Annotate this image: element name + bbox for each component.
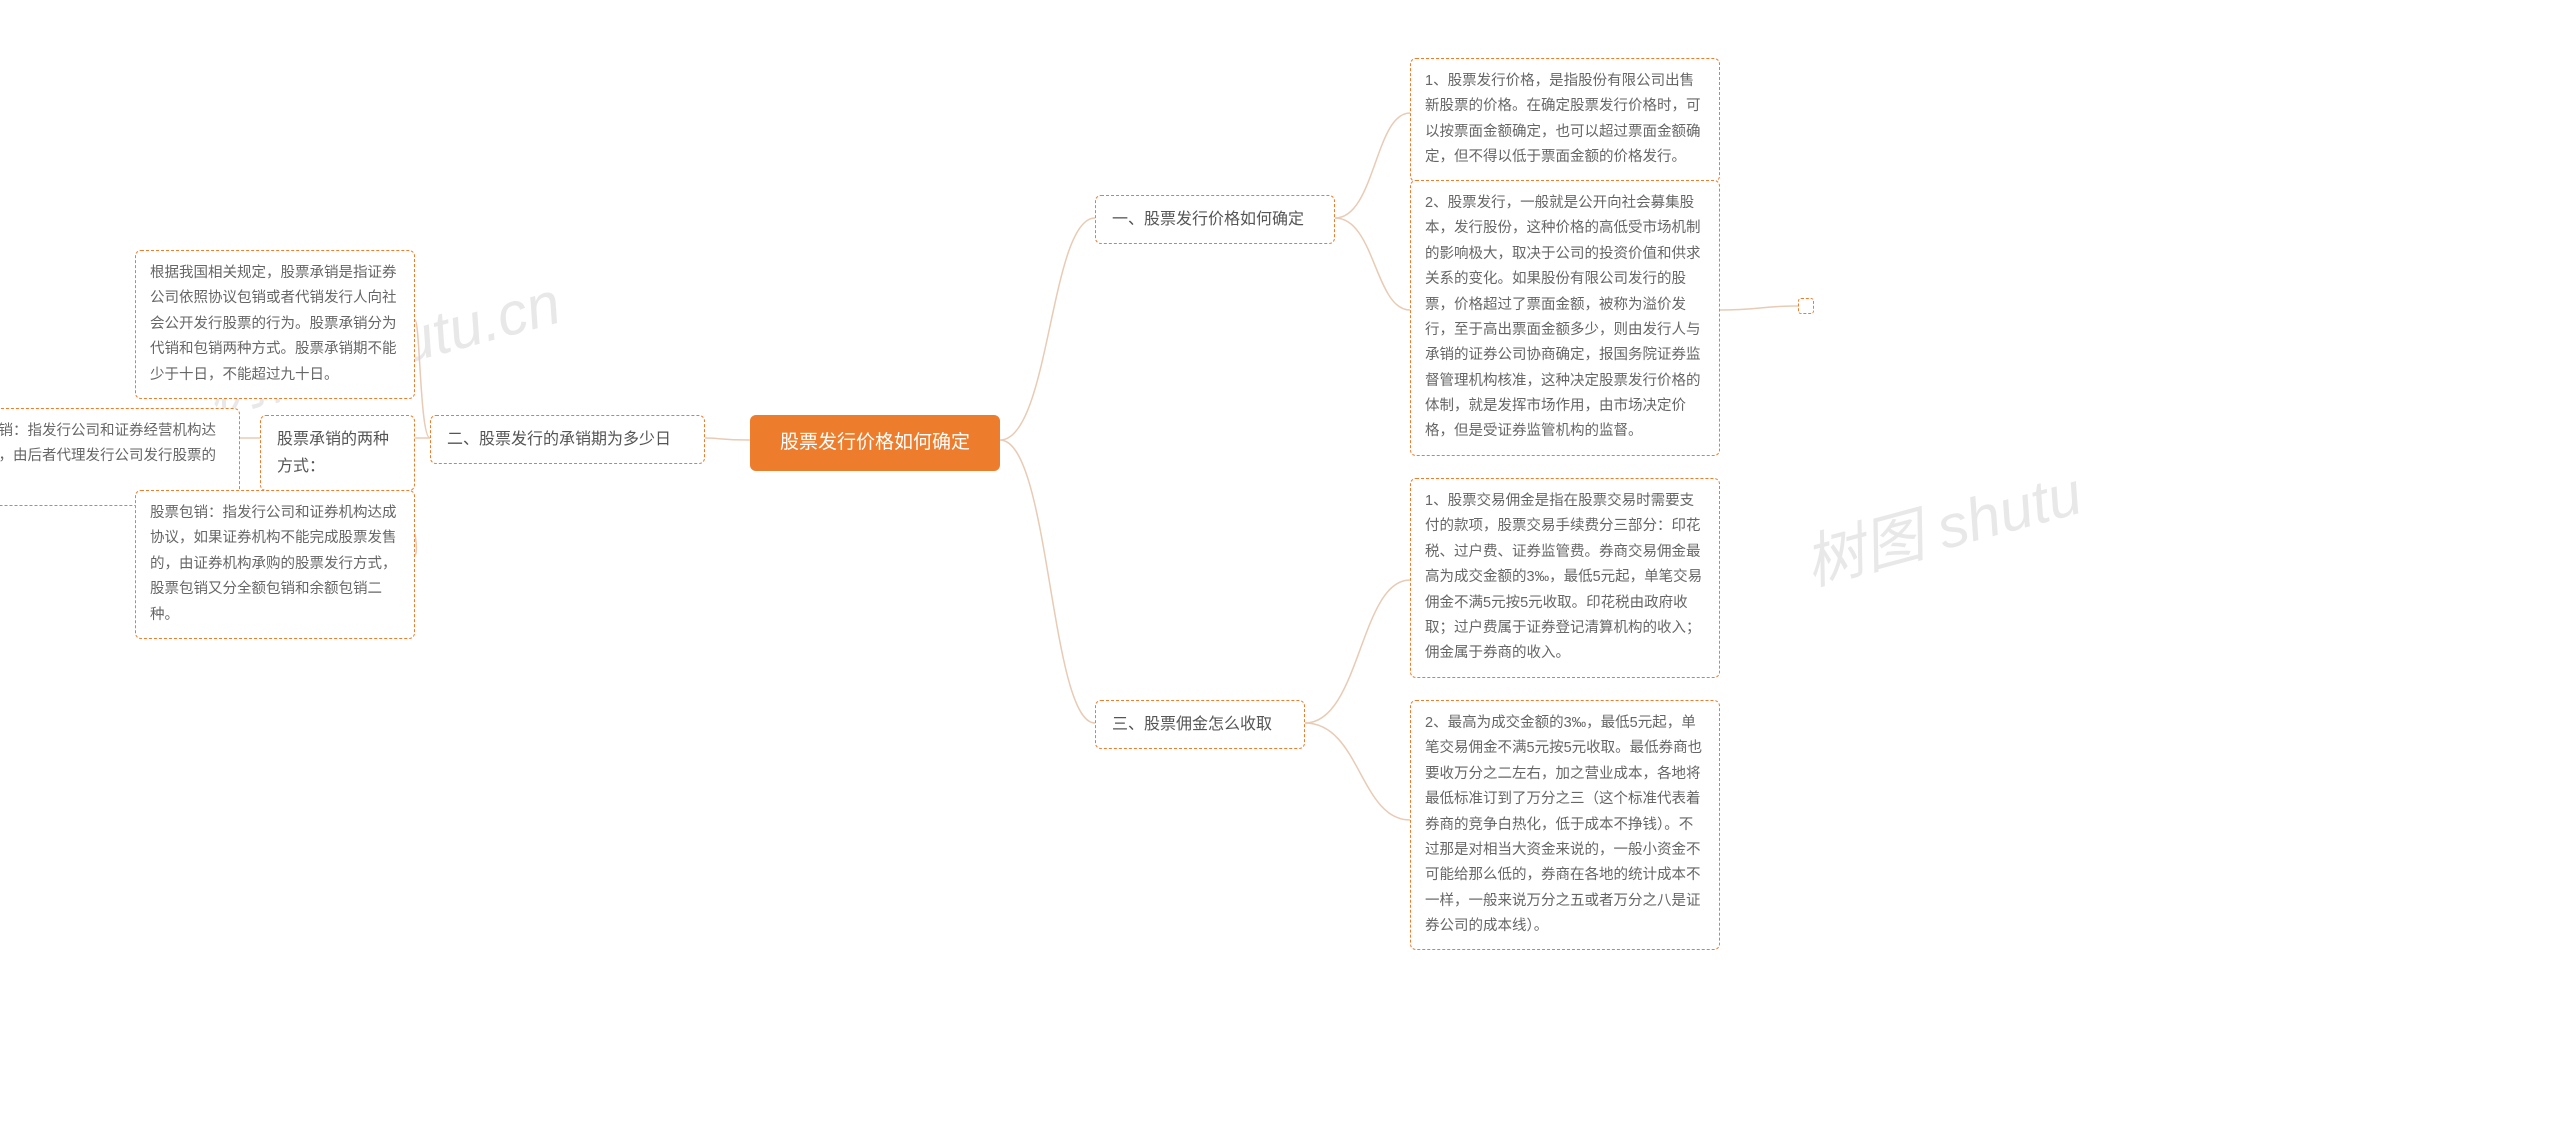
leaf-r1-2[interactable]: 2、股票发行，一般就是公开向社会募集股本，发行股份，这种价格的高低受市场机制的影… — [1410, 180, 1720, 456]
branch-right-1[interactable]: 一、股票发行价格如何确定 — [1095, 195, 1335, 244]
branch-left-1[interactable]: 二、股票发行的承销期为多少日 — [430, 415, 705, 464]
leaf-r1-1[interactable]: 1、股票发行价格，是指股份有限公司出售新股票的价格。在确定股票发行价格时，可以按… — [1410, 58, 1720, 182]
branch-right-2[interactable]: 三、股票佣金怎么收取 — [1095, 700, 1305, 749]
root-node[interactable]: 股票发行价格如何确定 — [750, 415, 1000, 471]
leaf-r1-2-tiny[interactable] — [1798, 298, 1814, 314]
leaf-r2-1[interactable]: 1、股票交易佣金是指在股票交易时需要支付的款项，股票交易手续费分三部分：印花税、… — [1410, 478, 1720, 678]
watermark-2: 树图 shutu — [1794, 445, 2090, 602]
leaf-r2-2[interactable]: 2、最高为成交金额的3‰，最低5元起，单笔交易佣金不满5元按5元收取。最低券商也… — [1410, 700, 1720, 950]
leaf-l1-1[interactable]: 根据我国相关规定，股票承销是指证券公司依照协议包销或者代销发行人向社会公开发行股… — [135, 250, 415, 399]
branch-left-sub[interactable]: 股票承销的两种方式： — [260, 415, 415, 491]
leaf-l1-sub-b[interactable]: 股票包销：指发行公司和证券机构达成协议，如果证券机构不能完成股票发售的，由证券机… — [135, 490, 415, 639]
